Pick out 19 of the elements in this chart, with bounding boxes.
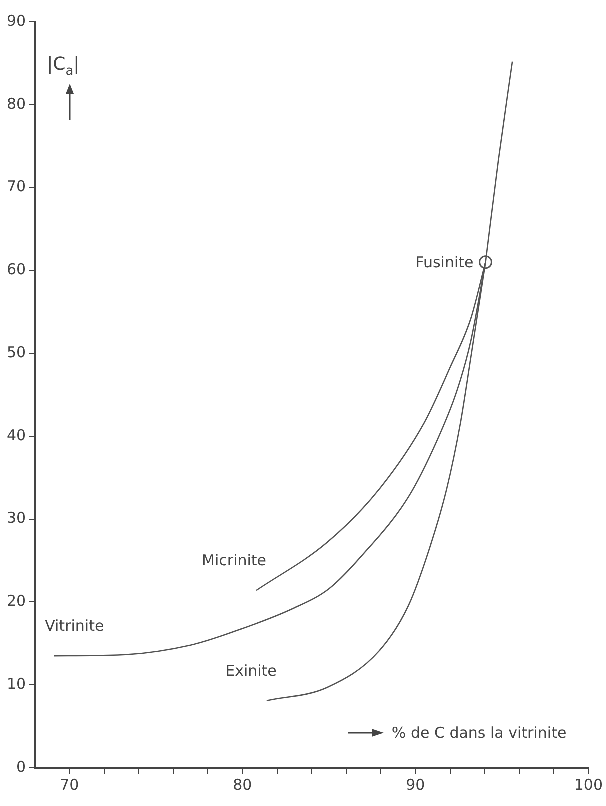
series-label: Micrinite [202, 552, 267, 570]
y-tick-label: 60 [6, 260, 26, 279]
x-axis-title: % de C dans la vitrinite [392, 724, 567, 742]
series-label: Vitrinite [45, 617, 104, 636]
y-tick-label: 90 [6, 12, 26, 30]
y-tick-label: 0 [16, 758, 26, 776]
x-tick-label: 70 [60, 776, 80, 794]
series-label: Exinite [226, 662, 277, 680]
series-label: Fusinite [416, 253, 474, 272]
y-tick-label: 20 [6, 592, 26, 610]
y-tick-label: 80 [6, 94, 26, 113]
x-tick-label: 80 [233, 776, 252, 794]
y-tick-label: 40 [6, 426, 26, 444]
x-tick-label: 90 [406, 776, 426, 794]
y-tick-label: 70 [6, 178, 26, 196]
x-tick-label: 100 [574, 776, 604, 794]
y-tick-label: 30 [6, 509, 26, 528]
y-tick-label: 10 [6, 675, 26, 693]
y-tick-label: 50 [6, 343, 26, 362]
